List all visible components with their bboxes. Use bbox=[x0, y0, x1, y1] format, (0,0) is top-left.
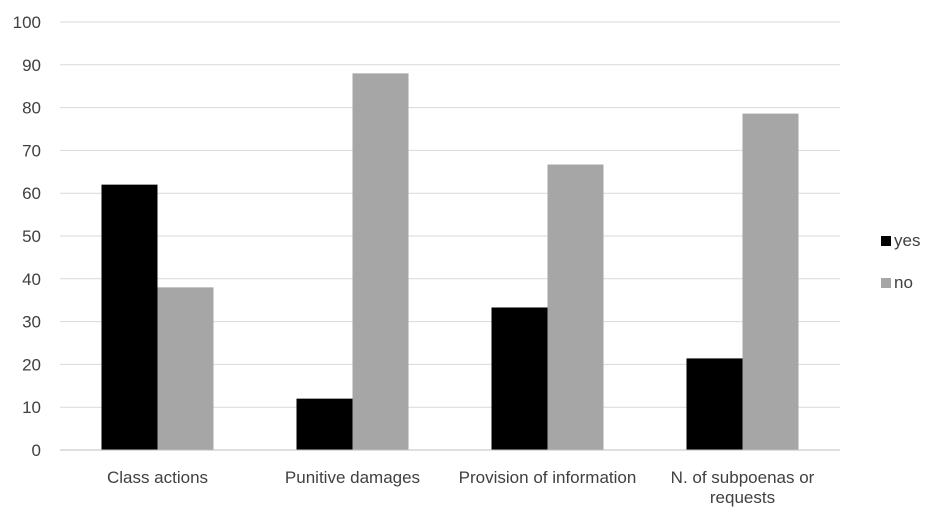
x-axis-category-labels: Class actions Punitive damages Provision o… bbox=[107, 468, 815, 507]
x-category-label: Class actions bbox=[107, 468, 208, 487]
y-axis-tick-labels: 0 10 20 30 40 50 60 70 80 90 100 bbox=[13, 13, 41, 460]
x-category-label: Provision of information bbox=[459, 468, 637, 487]
bar-no bbox=[352, 73, 409, 451]
bar-yes bbox=[296, 398, 353, 450]
y-tick-label: 10 bbox=[22, 398, 41, 417]
legend-label-no: no bbox=[894, 273, 913, 292]
bar-yes bbox=[101, 184, 158, 450]
bar-no bbox=[547, 164, 604, 451]
y-tick-label: 30 bbox=[22, 313, 41, 332]
bar-no bbox=[157, 287, 214, 450]
y-tick-label: 60 bbox=[22, 184, 41, 203]
bar-no bbox=[742, 113, 799, 450]
y-tick-label: 70 bbox=[22, 141, 41, 160]
legend-swatch-no bbox=[881, 278, 891, 288]
y-tick-label: 40 bbox=[22, 270, 41, 289]
y-tick-label: 20 bbox=[22, 355, 41, 374]
y-tick-label: 90 bbox=[22, 56, 41, 75]
x-category-label: N. of subpoenas or bbox=[671, 468, 815, 487]
bar-yes bbox=[686, 358, 743, 450]
legend: yes no bbox=[881, 231, 920, 292]
x-category-label: Punitive damages bbox=[285, 468, 420, 487]
legend-label-yes: yes bbox=[894, 231, 920, 250]
y-tick-label: 0 bbox=[32, 441, 41, 460]
y-tick-label: 100 bbox=[13, 13, 41, 32]
y-tick-label: 80 bbox=[22, 99, 41, 118]
x-category-label: requests bbox=[710, 488, 775, 507]
bars bbox=[101, 73, 799, 451]
legend-swatch-yes bbox=[881, 236, 891, 246]
bar-yes bbox=[491, 307, 548, 450]
y-tick-label: 50 bbox=[22, 227, 41, 246]
